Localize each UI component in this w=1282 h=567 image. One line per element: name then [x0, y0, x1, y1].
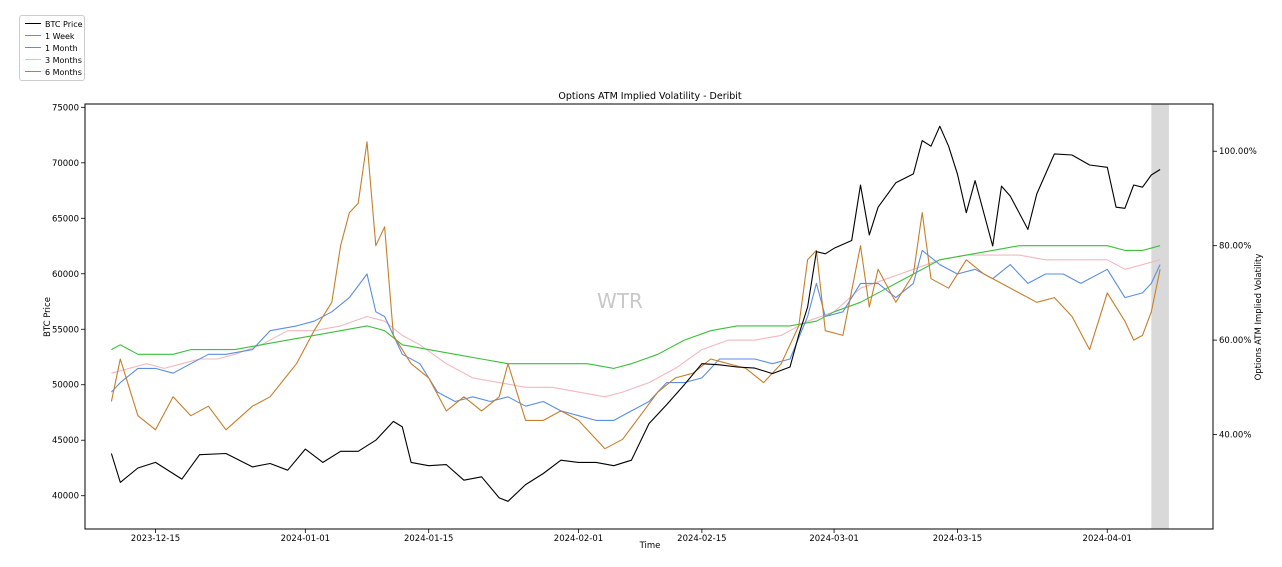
legend-swatch-3-months — [25, 59, 41, 60]
y-tick-label: 55000 — [52, 325, 79, 335]
x-tick-label: 2024-02-01 — [554, 534, 603, 544]
x-tick-label: 2024-03-01 — [809, 534, 858, 544]
legend-label: 1 Week — [45, 32, 75, 41]
legend-swatch-6-months — [25, 71, 41, 72]
series-line-1-week — [110, 141, 1161, 450]
y2-tick-label: 40.00% — [1219, 431, 1251, 441]
y2-tick-label: 80.00% — [1219, 242, 1251, 252]
legend-swatch-1-week — [25, 35, 41, 36]
watermark: WTR — [597, 289, 643, 313]
legend-item-1-week: 1 Week — [25, 31, 75, 42]
series-line-3-months — [111, 254, 1161, 398]
x-tick-label: 2024-01-01 — [281, 534, 330, 544]
x-tick-label: 2024-01-15 — [404, 534, 453, 544]
x-axis-label: Time — [639, 541, 661, 551]
legend-label: 3 Months — [45, 56, 82, 65]
series-layer — [110, 125, 1161, 502]
plot-frame — [84, 103, 1214, 530]
chart-title: Options ATM Implied Volatility - Deribit — [558, 91, 742, 102]
y2-tick-label: 100.00% — [1219, 147, 1257, 157]
legend-label: 6 Months — [45, 68, 82, 77]
y-tick-label: 50000 — [52, 381, 79, 391]
y-tick-label: 40000 — [52, 492, 79, 502]
legend-label: BTC Price — [45, 20, 83, 29]
legend-swatch-btc-price — [25, 23, 41, 24]
x-tick-label: 2024-04-01 — [1083, 534, 1132, 544]
right-axis: 40.00% 60.00% 80.00% 100.00% — [1213, 147, 1257, 441]
x-tick-label: 2024-03-15 — [933, 534, 982, 544]
series-line-6-months — [111, 245, 1161, 369]
y2-tick-label: 60.00% — [1219, 336, 1251, 346]
series-line-btc-price — [110, 125, 1161, 502]
y-tick-label: 45000 — [52, 436, 79, 446]
left-axis: 40000 45000 50000 55000 60000 65000 70000 75000 — [52, 103, 85, 502]
legend-item-3-months: 3 Months — [25, 55, 82, 66]
legend-label: 1 Month — [45, 44, 78, 53]
y-tick-label: 75000 — [52, 103, 79, 113]
legend-swatch-1-month — [25, 47, 41, 48]
legend-item-6-months: 6 Months — [25, 67, 82, 78]
legend-item-btc-price: BTC Price — [25, 19, 83, 30]
series-line-1-month — [110, 249, 1161, 421]
y-tick-label: 70000 — [52, 159, 79, 169]
x-tick-label: 2023-12-15 — [131, 534, 180, 544]
legend: BTC Price 1 Week 1 Month 3 Months 6 Mont… — [19, 15, 85, 81]
legend-item-1-month: 1 Month — [25, 43, 78, 54]
x-tick-label: 2024-02-15 — [677, 534, 726, 544]
y-axis-label: BTC Price — [43, 297, 53, 337]
x-axis: 2023-12-15 2024-01-01 2024-01-15 2024-02-01… — [131, 529, 1132, 544]
y-tick-label: 60000 — [52, 270, 79, 280]
y-tick-label: 65000 — [52, 214, 79, 224]
forecast-shaded-region — [1151, 104, 1169, 529]
y2-axis-label: Options ATM Implied Volatility — [1254, 254, 1264, 381]
